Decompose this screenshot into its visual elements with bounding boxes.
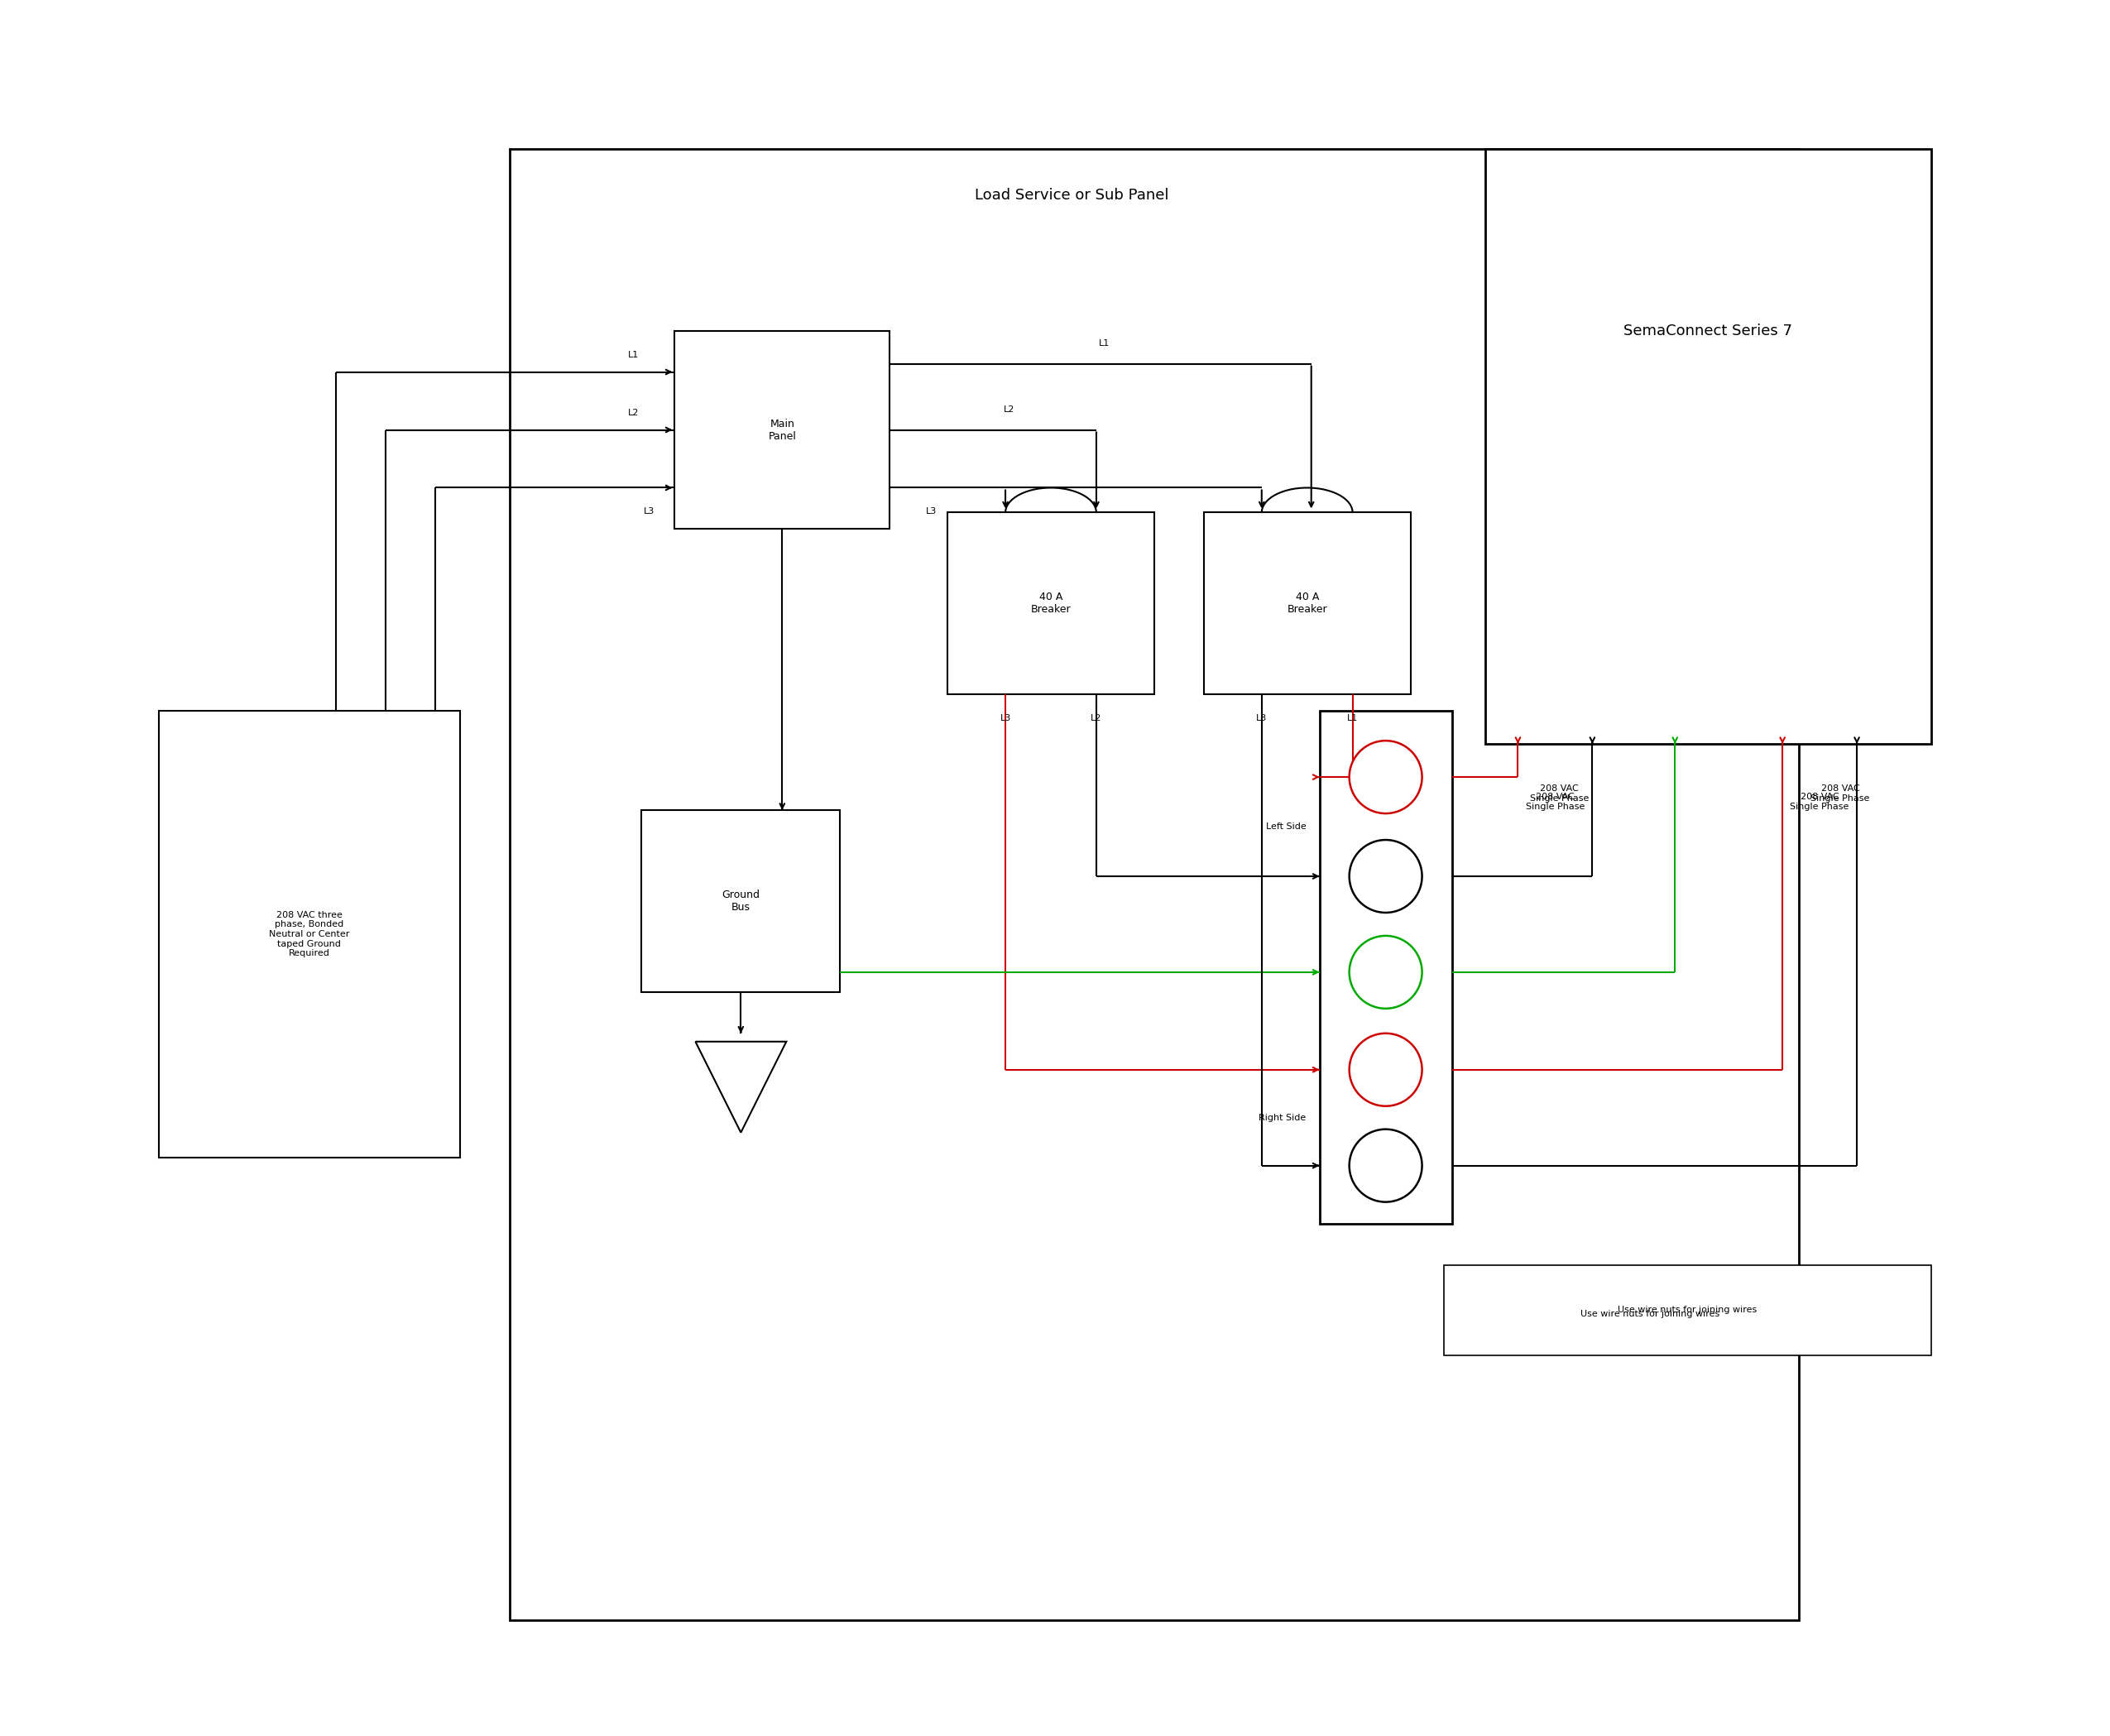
Text: 208 VAC
Single Phase: 208 VAC Single Phase: [1810, 785, 1869, 802]
Circle shape: [1348, 840, 1422, 913]
Bar: [641, 811, 840, 991]
Text: L3: L3: [644, 507, 654, 516]
Bar: [675, 330, 890, 529]
Text: L1: L1: [629, 351, 639, 359]
Text: L1: L1: [1346, 713, 1359, 722]
Bar: [1319, 712, 1452, 1224]
Text: L3: L3: [1255, 713, 1268, 722]
Text: 208 VAC
Single Phase: 208 VAC Single Phase: [1530, 785, 1589, 802]
Text: Use wire nuts for joining wires: Use wire nuts for joining wires: [1618, 1305, 1758, 1314]
Bar: [509, 149, 1800, 1620]
Text: Use wire nuts for joining wires: Use wire nuts for joining wires: [1580, 1311, 1720, 1319]
Bar: [1485, 149, 1931, 745]
Text: L2: L2: [629, 408, 639, 417]
Text: Ground
Bus: Ground Bus: [722, 889, 760, 913]
Text: L3: L3: [1000, 713, 1011, 722]
Bar: [158, 712, 460, 1158]
Text: L1: L1: [1099, 339, 1110, 347]
Text: SemaConnect Series 7: SemaConnect Series 7: [1625, 323, 1793, 339]
Text: Left Side: Left Side: [1266, 823, 1306, 832]
Bar: [1443, 1266, 1931, 1356]
Text: Main
Panel: Main Panel: [768, 418, 795, 441]
Text: 40 A
Breaker: 40 A Breaker: [1287, 592, 1327, 615]
Text: 208 VAC
Single Phase: 208 VAC Single Phase: [1526, 793, 1585, 811]
Text: 40 A
Breaker: 40 A Breaker: [1032, 592, 1072, 615]
Circle shape: [1348, 1128, 1422, 1201]
Text: L2: L2: [1091, 713, 1101, 722]
Text: L3: L3: [926, 507, 937, 516]
Bar: [1205, 512, 1409, 694]
Text: L2: L2: [1004, 404, 1015, 413]
Bar: [947, 512, 1154, 694]
Circle shape: [1348, 936, 1422, 1009]
Circle shape: [1348, 1033, 1422, 1106]
Text: 208 VAC three
phase, Bonded
Neutral or Center
taped Ground
Required: 208 VAC three phase, Bonded Neutral or C…: [270, 911, 350, 958]
Circle shape: [1348, 741, 1422, 814]
Text: Right Side: Right Side: [1260, 1113, 1306, 1121]
Text: Load Service or Sub Panel: Load Service or Sub Panel: [975, 187, 1169, 203]
Text: 208 VAC
Single Phase: 208 VAC Single Phase: [1789, 793, 1848, 811]
